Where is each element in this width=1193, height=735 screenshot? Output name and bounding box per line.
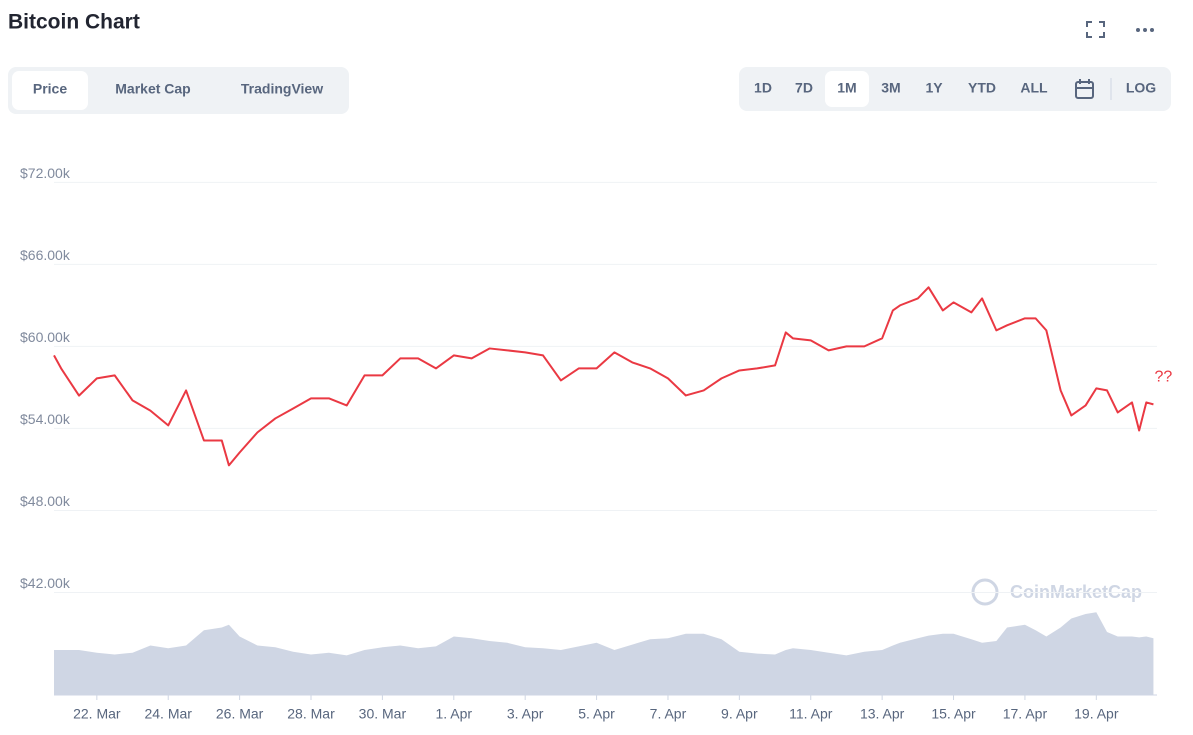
plot: $42.00k $48.00k $54.00k $60.00k $66.00k $72.0… (20, 165, 1172, 722)
x-tick-label: 24. Mar (144, 706, 192, 722)
y-tick-label: $72.00k (20, 165, 71, 181)
range-button[interactable]: 1M (837, 80, 856, 96)
y-tick-label: $54.00k (20, 411, 71, 427)
x-tick-label: 13. Apr (860, 706, 905, 722)
fullscreen-icon[interactable] (1086, 21, 1105, 38)
x-tick-label: 15. Apr (931, 706, 976, 722)
x-tick-label: 9. Apr (721, 706, 758, 722)
x-tick-label: 19. Apr (1074, 706, 1119, 722)
calendar-icon[interactable] (1075, 79, 1094, 99)
x-tick-label: 1. Apr (435, 706, 472, 722)
tab-bar (8, 67, 349, 114)
range-button[interactable]: 1D (754, 80, 772, 96)
range-active (825, 71, 869, 107)
title: Bitcoin Chart (8, 11, 140, 34)
x-tick-label: 28. Mar (287, 706, 335, 722)
range-button[interactable]: YTD (968, 80, 996, 96)
watermark: CoinMarketCap (1010, 582, 1142, 602)
tab-active (12, 71, 88, 110)
x-tick-label: 3. Apr (507, 706, 544, 722)
y-tick-label: $60.00k (20, 329, 71, 345)
y-tick-label: $66.00k (20, 247, 71, 263)
range-button[interactable]: 1Y (925, 80, 943, 96)
range-button[interactable]: 7D (795, 80, 813, 96)
tab[interactable]: Price (33, 81, 67, 97)
x-tick-label: 17. Apr (1003, 706, 1048, 722)
y-tick-label: $42.00k (20, 575, 71, 591)
tab[interactable]: Market Cap (115, 81, 190, 97)
range-button[interactable]: ALL (1020, 80, 1048, 96)
price-line (53, 286, 1154, 467)
range-button[interactable]: 3M (881, 80, 900, 96)
x-tick-label: 7. Apr (650, 706, 687, 722)
x-tick-label: 26. Mar (216, 706, 264, 722)
x-tick-label: 5. Apr (578, 706, 615, 722)
log-button[interactable]: LOG (1126, 80, 1156, 96)
x-tick-label: 30. Mar (359, 706, 407, 722)
annotation: ?? (1155, 369, 1173, 386)
x-tick-label: 22. Mar (73, 706, 121, 722)
x-tick-label: 11. Apr (789, 706, 833, 722)
tab[interactable]: TradingView (241, 81, 323, 97)
more-icon[interactable] (1136, 28, 1154, 32)
volume-area (54, 612, 1154, 695)
y-tick-label: $48.00k (20, 493, 71, 509)
